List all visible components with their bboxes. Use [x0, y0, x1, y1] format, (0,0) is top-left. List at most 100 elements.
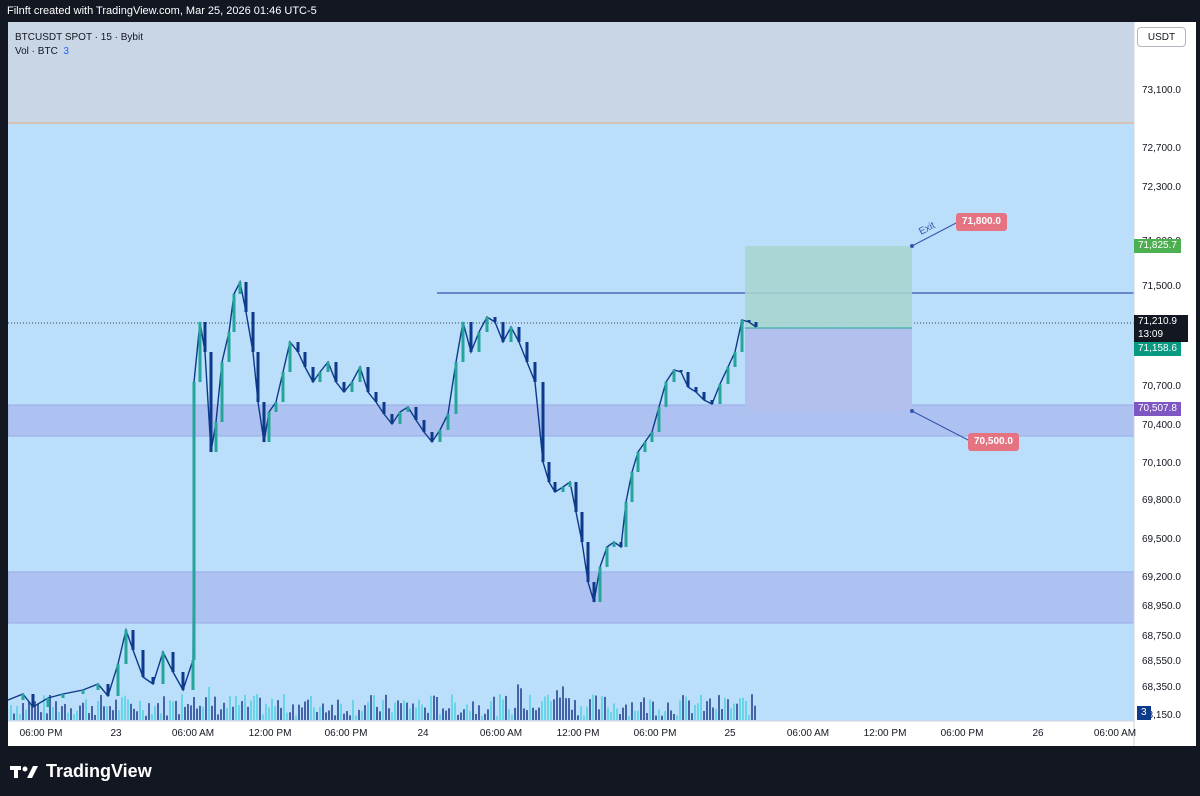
volume-bar: [544, 696, 546, 720]
volume-bar: [637, 710, 639, 720]
volume-bar: [238, 705, 240, 720]
volume-bar: [523, 708, 525, 720]
volume-bar: [586, 706, 588, 720]
volume-bar: [409, 708, 411, 720]
volume-bar: [16, 706, 18, 720]
profit-zone[interactable]: [745, 246, 912, 328]
volume-bar: [112, 710, 114, 720]
symbol-line[interactable]: BTCUSDT SPOT · 15 · Bybit: [15, 32, 143, 43]
tradingview-logo[interactable]: TradingView: [10, 761, 152, 782]
volume-bar: [169, 700, 171, 720]
price-chart[interactable]: Exit 73,100.072,700.072,300.071,900.071,…: [8, 22, 1196, 746]
candle-body: [220, 362, 224, 422]
candle-body: [493, 317, 497, 322]
volume-bar: [352, 699, 354, 720]
candle-body: [326, 362, 330, 372]
volume-bar: [340, 703, 342, 720]
candle-body: [61, 694, 65, 698]
volume-bar: [271, 698, 273, 720]
volume-bar: [19, 714, 21, 720]
candle-body: [31, 694, 35, 707]
price-tick-label: 70,700.0: [1142, 381, 1181, 392]
volume-bar: [337, 699, 339, 720]
candle-body: [517, 327, 521, 342]
volume-bar: [634, 710, 636, 720]
time-tick-label: 25: [724, 728, 736, 739]
volume-bar: [124, 695, 126, 720]
demand-zone-upper[interactable]: [8, 404, 1135, 437]
volume-bar: [547, 694, 549, 720]
candle-body: [657, 407, 661, 432]
candle-body: [141, 650, 145, 677]
volume-bar: [73, 714, 75, 720]
volume-bar: [460, 712, 462, 720]
symbol-legend[interactable]: BTCUSDT SPOT · 15 · Bybit Vol · BTC 3: [15, 31, 143, 59]
upper-range-shade: [8, 22, 1134, 123]
volume-bar: [40, 712, 42, 720]
volume-bar: [133, 708, 135, 720]
volume-bar: [661, 715, 663, 720]
volume-bar: [625, 704, 627, 720]
volume-bar: [31, 705, 33, 720]
volume-bar: [712, 707, 714, 720]
time-tick-label: 06:00 AM: [1094, 728, 1136, 739]
volume-bar: [232, 706, 234, 720]
target-price-pill[interactable]: 71,800.0: [956, 213, 1007, 231]
volume-bar: [742, 697, 744, 720]
volume-bar: [598, 709, 600, 720]
volume-bar: [376, 706, 378, 720]
time-tick-label: 12:00 PM: [249, 728, 292, 739]
volume-bar: [148, 703, 150, 720]
volume-bar: [469, 711, 471, 720]
demand-zone-lower[interactable]: [8, 571, 1135, 624]
volume-bar: [46, 713, 48, 720]
volume-bar: [202, 706, 204, 720]
candle-body: [350, 382, 354, 392]
target-handle[interactable]: [910, 244, 914, 248]
volume-bar: [379, 711, 381, 720]
candle-body: [422, 420, 426, 432]
volume-bar: [406, 702, 408, 720]
candle-body: [605, 547, 609, 567]
volume-bar: [325, 712, 327, 720]
candle-body: [592, 582, 596, 602]
volume-bar: [199, 705, 201, 720]
candle-body: [382, 402, 386, 414]
time-tick-label: 23: [110, 728, 122, 739]
candle-body: [406, 407, 410, 412]
volume-bar: [595, 695, 597, 720]
volume-bar: [163, 696, 165, 720]
volume-bar: [373, 695, 375, 720]
loss-zone[interactable]: [745, 328, 912, 411]
stop-price-pill[interactable]: 70,500.0: [968, 433, 1019, 451]
volume-bar: [64, 703, 66, 720]
volume-bar: [655, 715, 657, 720]
volume-bar: [670, 710, 672, 720]
chart-frame[interactable]: Exit 73,100.072,700.072,300.071,900.071,…: [8, 22, 1196, 746]
price-tick-label: 70,100.0: [1142, 458, 1181, 469]
candle-body: [281, 372, 285, 402]
volume-bar: [322, 703, 324, 720]
candle-body: [619, 542, 623, 547]
volume-bar: [220, 709, 222, 720]
volume-bar: [754, 705, 756, 720]
volume-bar: [709, 698, 711, 720]
volume-bar: [286, 712, 288, 720]
volume-bar: [643, 697, 645, 720]
volume-bar: [697, 703, 699, 720]
volume-bar: [574, 700, 576, 720]
candle-body: [106, 684, 110, 696]
candle-body: [454, 362, 458, 414]
stop-handle[interactable]: [910, 409, 914, 413]
candle-body: [46, 698, 50, 707]
volume-legend[interactable]: Vol · BTC 3: [15, 45, 143, 59]
price-scale-bg[interactable]: [1134, 22, 1196, 746]
currency-button[interactable]: USDT: [1137, 27, 1186, 47]
candle-body: [198, 322, 202, 382]
volume-bar: [484, 713, 486, 720]
volume-bar: [307, 699, 309, 720]
volume-bar: [70, 708, 72, 720]
volume-bar: [439, 714, 441, 720]
candle-body: [81, 690, 85, 694]
volume-bar: [316, 712, 318, 720]
